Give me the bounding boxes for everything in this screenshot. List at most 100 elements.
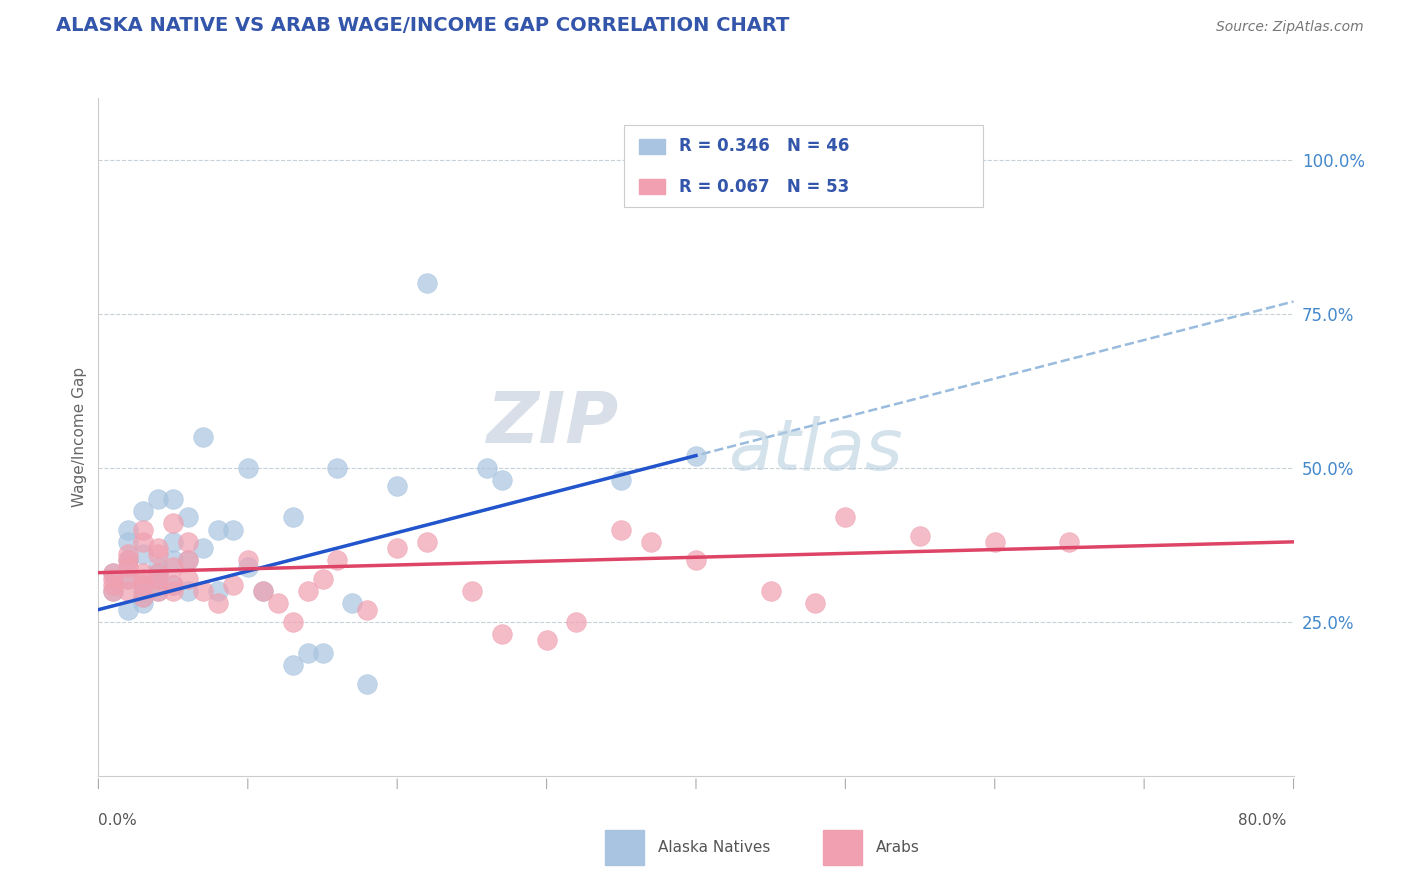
Point (252, 584, 274, 599)
Point (236, 559, 259, 574)
Point (385, 541, 409, 555)
Text: atlas: atlas (728, 417, 903, 485)
Point (132, 547, 155, 561)
Point (191, 541, 214, 555)
Point (356, 602, 378, 616)
Point (132, 504, 155, 518)
Point (207, 523, 229, 537)
Bar (638, 179, 665, 194)
Point (342, 597, 364, 611)
Point (461, 584, 484, 599)
Point (117, 602, 139, 616)
Bar (638, 139, 665, 153)
Point (685, 553, 707, 567)
Point (177, 584, 200, 599)
Point (162, 559, 184, 574)
Point (416, 534, 439, 549)
Point (177, 510, 200, 524)
Point (148, 541, 170, 555)
Point (117, 559, 139, 574)
Point (281, 615, 304, 629)
Text: Arabs: Arabs (876, 840, 920, 855)
Text: 80.0%: 80.0% (1239, 814, 1286, 828)
Point (148, 566, 170, 580)
Point (685, 449, 707, 463)
Point (177, 572, 200, 586)
Point (207, 584, 229, 599)
Point (132, 584, 155, 599)
Point (297, 646, 319, 660)
Text: ALASKA NATIVE VS ARAB WAGE/INCOME GAP CORRELATION CHART: ALASKA NATIVE VS ARAB WAGE/INCOME GAP CO… (56, 16, 790, 35)
Point (148, 566, 170, 580)
Point (281, 658, 304, 673)
Point (117, 553, 139, 567)
Point (132, 578, 155, 592)
Point (191, 584, 214, 599)
Point (103, 578, 125, 592)
Point (132, 566, 155, 580)
Point (640, 534, 662, 549)
Point (177, 553, 200, 567)
Point (252, 584, 274, 599)
Text: Alaska Natives: Alaska Natives (658, 840, 770, 855)
Point (236, 553, 259, 567)
Point (162, 578, 184, 592)
Point (416, 276, 439, 290)
Point (162, 578, 184, 592)
Bar (605, 830, 644, 865)
Point (148, 559, 170, 574)
Bar (823, 830, 862, 865)
Point (148, 547, 170, 561)
Point (162, 553, 184, 567)
Point (191, 430, 214, 444)
Point (759, 584, 782, 599)
Point (236, 461, 259, 475)
Point (103, 572, 125, 586)
Point (117, 534, 139, 549)
Point (984, 534, 1007, 549)
Point (1059, 534, 1081, 549)
Text: ZIP: ZIP (486, 389, 619, 458)
Point (536, 633, 558, 648)
Point (117, 547, 139, 561)
Point (148, 572, 170, 586)
Point (132, 578, 155, 592)
Point (326, 461, 349, 475)
Y-axis label: Wage/Income Gap: Wage/Income Gap (72, 367, 87, 508)
Point (117, 572, 139, 586)
Point (326, 553, 349, 567)
Point (281, 510, 304, 524)
Point (132, 534, 155, 549)
Point (177, 553, 200, 567)
Point (132, 591, 155, 605)
Point (103, 584, 125, 599)
Point (491, 473, 513, 487)
Point (148, 491, 170, 506)
Point (491, 627, 513, 641)
Point (311, 572, 333, 586)
Text: Source: ZipAtlas.com: Source: ZipAtlas.com (1216, 21, 1364, 34)
Point (103, 566, 125, 580)
Point (117, 584, 139, 599)
Text: R = 0.346   N = 46: R = 0.346 N = 46 (679, 137, 849, 155)
Text: 0.0%: 0.0% (98, 814, 138, 828)
Point (222, 578, 245, 592)
Point (356, 676, 378, 690)
Point (162, 491, 184, 506)
Point (148, 584, 170, 599)
Point (117, 523, 139, 537)
Point (132, 572, 155, 586)
Point (132, 523, 155, 537)
Point (908, 529, 931, 543)
Point (117, 572, 139, 586)
Point (804, 597, 827, 611)
Point (475, 461, 498, 475)
Point (103, 584, 125, 599)
Point (117, 553, 139, 567)
Point (610, 473, 633, 487)
Point (132, 597, 155, 611)
Point (311, 646, 333, 660)
Point (162, 516, 184, 531)
Point (610, 523, 633, 537)
Point (385, 479, 409, 493)
